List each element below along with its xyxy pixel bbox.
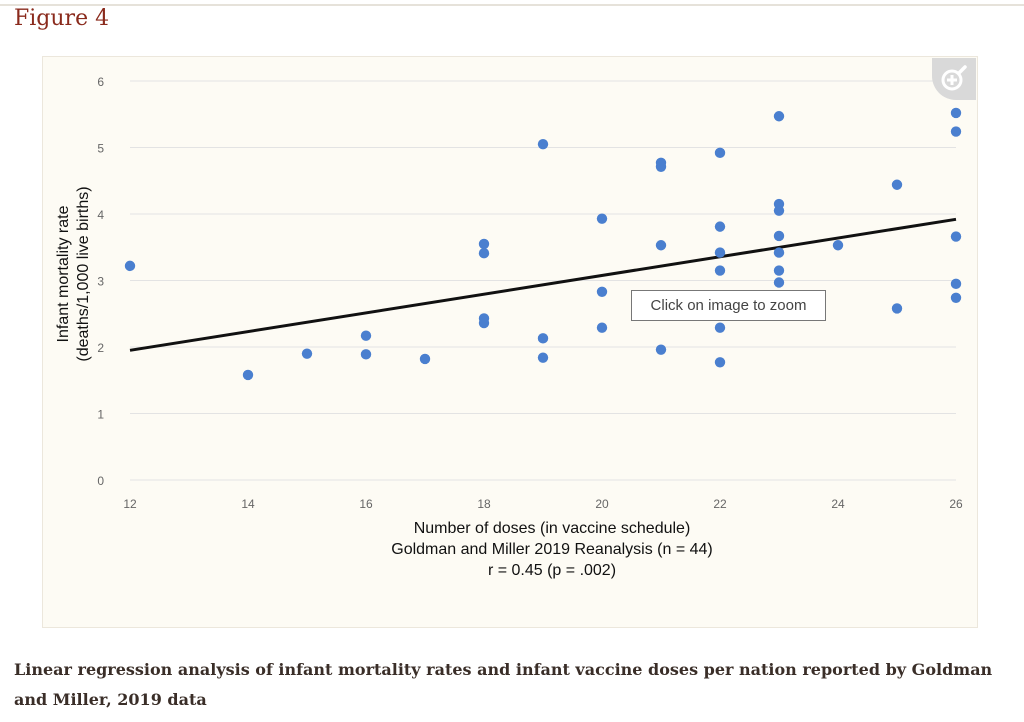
data-point: [714, 357, 726, 368]
data-point: [596, 213, 608, 224]
zoom-button[interactable]: [932, 58, 976, 100]
x-axis-label-line: Goldman and Miller 2019 Reanalysis (n = …: [391, 541, 713, 558]
x-tick-label: 20: [595, 497, 609, 511]
y-tick-label: 3: [97, 275, 104, 289]
y-tick-label: 2: [97, 341, 104, 355]
data-point: [714, 265, 726, 276]
data-point: [301, 348, 313, 359]
data-point: [773, 205, 785, 216]
x-axis-label-line: r = 0.45 (p = .002): [488, 562, 616, 579]
data-point: [832, 240, 844, 251]
data-point: [360, 349, 372, 360]
y-tick-label: 6: [97, 75, 104, 89]
data-point: [360, 330, 372, 341]
data-point: [714, 247, 726, 258]
data-point: [891, 303, 903, 314]
x-tick-label: 26: [949, 497, 963, 511]
data-point: [537, 138, 549, 150]
top-divider: [0, 4, 1024, 6]
data-point: [773, 247, 785, 258]
data-point: [537, 333, 549, 344]
data-point: [478, 248, 490, 259]
data-point: [773, 111, 785, 122]
data-point: [714, 147, 726, 159]
y-tick-label: 5: [97, 142, 104, 156]
x-tick-label: 14: [241, 497, 255, 511]
x-tick-label: 12: [123, 497, 137, 511]
data-point: [655, 344, 667, 355]
figure-label: Figure 4: [14, 6, 110, 31]
y-tick-label: 1: [97, 408, 104, 422]
data-point: [242, 369, 254, 381]
x-tick-label: 18: [477, 497, 491, 511]
y-tick-label: 4: [97, 208, 104, 222]
data-point: [655, 240, 667, 251]
y-axis-label-line: Infant mortality rate: [55, 205, 72, 342]
y-axis-label-line: (deaths/1,000 live births): [75, 186, 92, 361]
zoom-tooltip: Click on image to zoom: [631, 290, 826, 321]
data-point: [773, 230, 785, 242]
x-axis-label-line: Number of doses (in vaccine schedule): [414, 520, 691, 537]
data-point: [950, 231, 962, 242]
zoom-in-icon: [941, 65, 967, 91]
data-point: [655, 161, 667, 172]
data-point: [950, 107, 962, 119]
data-point: [714, 322, 726, 333]
data-point: [478, 317, 490, 329]
data-point: [950, 278, 962, 290]
data-point: [124, 260, 136, 272]
data-point: [773, 265, 785, 276]
y-tick-label: 0: [97, 474, 104, 488]
figure-panel[interactable]: [42, 56, 978, 628]
x-tick-label: 16: [359, 497, 373, 511]
chart-container[interactable]: 0 1 2 3 4 5 6 12 14 16 18 20 22 24 26 Number of doses …: [42, 56, 976, 626]
regression-line: [129, 217, 957, 352]
data-point: [773, 277, 785, 288]
data-point: [950, 292, 962, 303]
data-point: [714, 221, 726, 232]
data-point: [419, 353, 431, 365]
data-point: [537, 352, 549, 363]
data-point: [891, 179, 903, 190]
data-point: [950, 126, 962, 137]
figure-caption: Linear regression analysis of infant mor…: [14, 660, 993, 709]
data-point: [596, 322, 608, 333]
x-tick-label: 22: [713, 497, 727, 511]
data-point: [478, 238, 490, 250]
data-point: [596, 286, 608, 298]
x-tick-label: 24: [831, 497, 845, 511]
